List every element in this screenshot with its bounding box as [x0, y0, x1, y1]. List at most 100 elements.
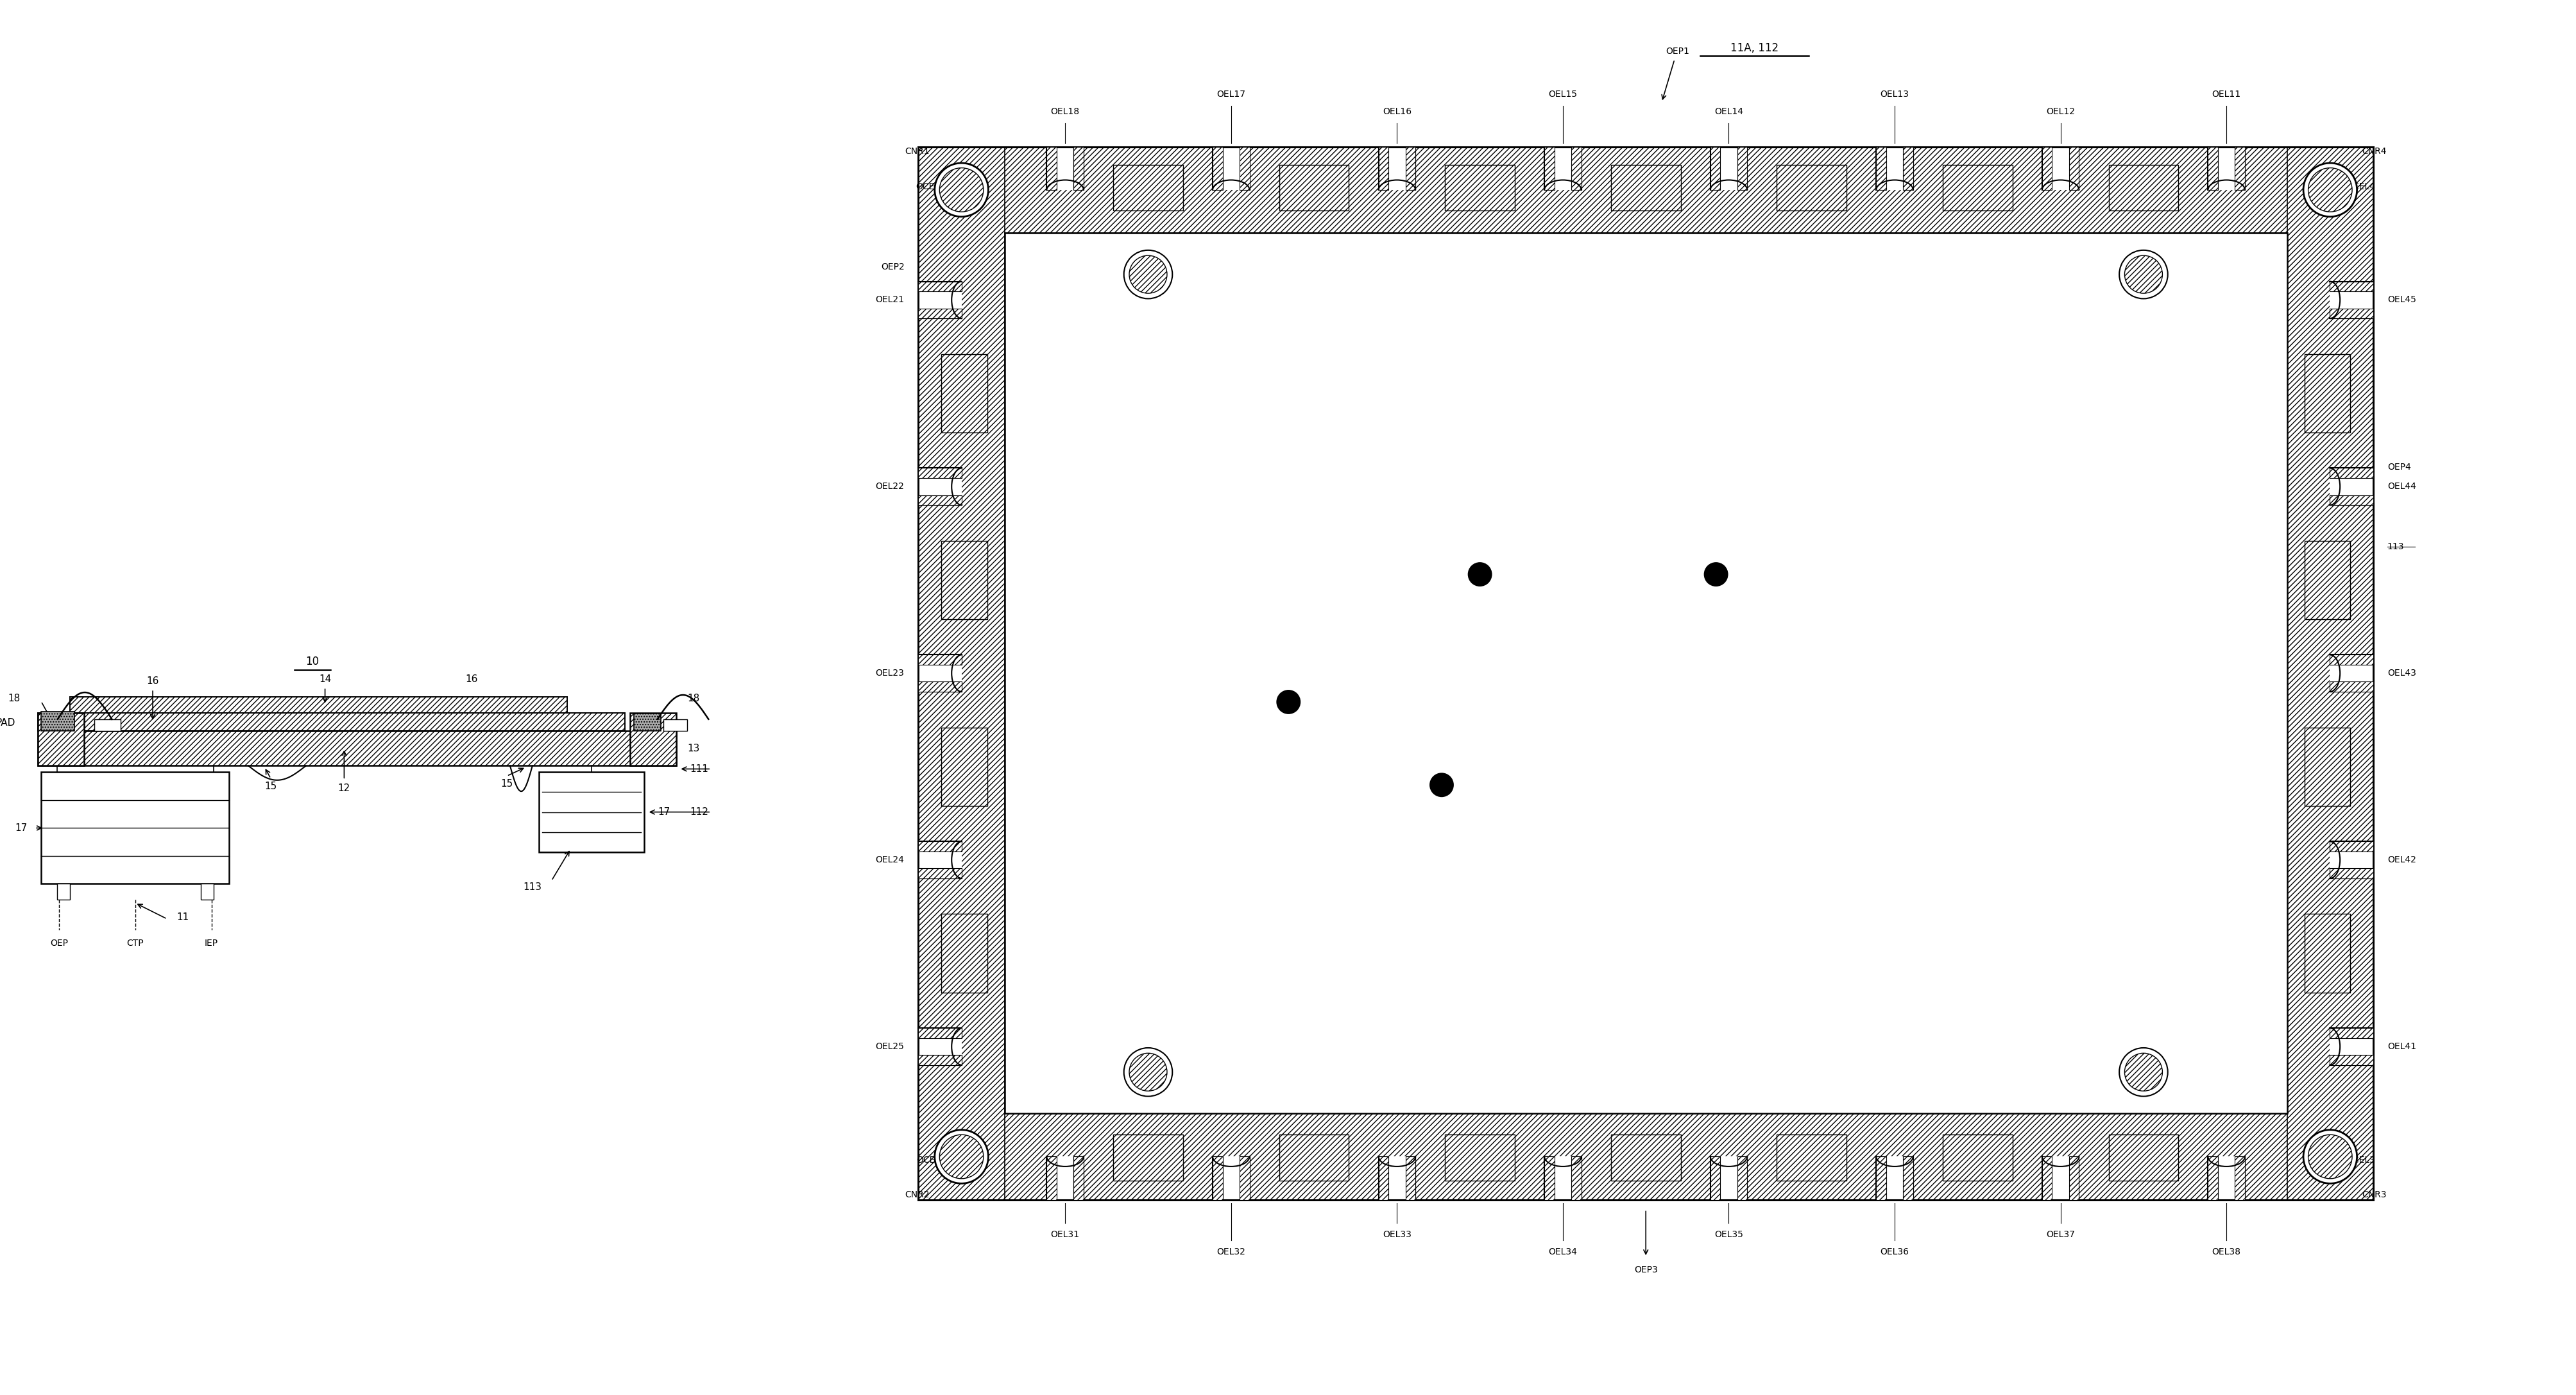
Bar [2223, 582, 2267, 618]
Text: CNR3: CNR3 [2362, 1190, 2385, 1200]
Text: IEL44: IEL44 [2195, 449, 2218, 458]
Bar [1213, 146, 1221, 190]
Text: 14: 14 [319, 674, 332, 684]
Text: CTEL3: CTEL3 [2148, 1105, 2177, 1113]
Bar [940, 541, 987, 619]
Text: OEL13: OEL13 [1880, 89, 1909, 99]
Bar [1543, 1156, 1582, 1202]
Bar [1239, 1156, 1249, 1200]
Bar [1721, 1056, 1765, 1094]
Text: IEL22: IEL22 [1074, 449, 1095, 458]
Text: 15: 15 [265, 781, 276, 791]
Bar [1571, 146, 1582, 190]
Text: OEL14: OEL14 [1713, 107, 1744, 116]
Text: OEL38: OEL38 [2210, 1247, 2241, 1257]
Bar [917, 1055, 961, 1064]
Bar [940, 727, 987, 806]
Bar [2329, 282, 2372, 292]
Bar [70, 698, 567, 713]
Bar [39, 731, 675, 766]
Bar [2208, 144, 2244, 190]
Bar [917, 146, 2372, 1200]
Text: OEL41: OEL41 [2388, 1042, 2416, 1050]
Bar [2107, 165, 2177, 211]
Bar [1213, 1156, 1249, 1202]
Text: 113: 113 [523, 882, 541, 891]
Text: OEL34: OEL34 [1548, 1247, 1577, 1257]
Bar [1528, 254, 1571, 290]
Text: CTEL1: CTEL1 [1113, 233, 1141, 241]
Bar [2069, 1156, 2079, 1200]
Bar [41, 773, 229, 884]
Bar [1543, 146, 1553, 190]
Text: 16: 16 [147, 677, 160, 686]
Bar [2233, 146, 2244, 190]
Bar [1610, 165, 1680, 211]
Bar [2043, 144, 2079, 190]
Text: 16: 16 [466, 674, 479, 684]
Circle shape [1468, 562, 1492, 586]
Bar [914, 469, 961, 505]
Bar [1710, 1156, 1721, 1200]
Bar [1213, 1156, 1221, 1200]
Bar [914, 654, 961, 692]
Bar [1332, 1056, 1376, 1094]
Bar [2329, 682, 2372, 692]
Bar [1378, 1156, 1388, 1200]
Bar [1025, 875, 1069, 912]
Text: IEL45: IEL45 [2195, 303, 2218, 311]
Text: OEL33: OEL33 [1383, 1230, 1412, 1239]
Bar [2329, 1028, 2372, 1038]
Bar [1239, 146, 1249, 190]
Bar [39, 713, 626, 731]
Bar [662, 720, 688, 731]
Bar [93, 720, 121, 731]
Text: IEP3: IEP3 [1466, 777, 1486, 787]
Circle shape [2117, 250, 2166, 299]
Text: OEL16: OEL16 [1383, 107, 1412, 116]
Text: IEL41: IEL41 [2195, 889, 2218, 897]
Bar [1025, 728, 1069, 764]
Text: OEP2: OEP2 [881, 262, 904, 271]
Bar [538, 773, 644, 852]
Text: IEL15: IEL15 [1345, 237, 1365, 246]
Text: 10: 10 [307, 656, 319, 668]
Bar [2303, 541, 2349, 619]
Circle shape [2303, 1130, 2357, 1183]
Text: OCEL3: OCEL3 [2347, 1155, 2375, 1165]
Text: OEL37: OEL37 [2045, 1230, 2074, 1239]
Circle shape [2303, 163, 2357, 216]
Bar [1736, 146, 1747, 190]
Bar [917, 146, 1005, 1200]
Bar [2233, 1156, 2244, 1200]
Text: 111: 111 [690, 764, 708, 774]
Bar [917, 682, 961, 692]
Text: IEP1: IEP1 [1504, 566, 1525, 576]
Bar [2329, 495, 2372, 505]
Bar [914, 1028, 961, 1064]
Bar [57, 884, 70, 900]
Text: OEP3: OEP3 [1633, 1265, 1656, 1275]
Text: 15: 15 [500, 778, 513, 788]
Bar [1278, 165, 1347, 211]
Text: 18: 18 [8, 693, 21, 703]
Bar [1404, 1156, 1414, 1200]
Text: 11: 11 [178, 912, 188, 922]
Bar [2223, 287, 2267, 325]
Bar [2329, 654, 2372, 665]
Bar [1710, 1156, 1747, 1202]
Text: IEL34: IEL34 [1731, 1043, 1754, 1052]
Bar [2043, 1156, 2050, 1200]
Text: 12: 12 [337, 784, 350, 792]
Text: IEL32: IEL32 [1345, 1043, 1365, 1052]
Bar [917, 308, 961, 318]
Bar [1332, 254, 1376, 290]
Bar [1875, 146, 1886, 190]
Text: OEL24: OEL24 [876, 855, 904, 865]
Bar [1378, 144, 1414, 190]
Text: IEL35: IEL35 [1924, 1043, 1947, 1052]
Bar [2329, 469, 2372, 478]
Bar [2329, 282, 2375, 318]
Bar [39, 713, 85, 766]
Bar [1528, 1056, 1571, 1094]
